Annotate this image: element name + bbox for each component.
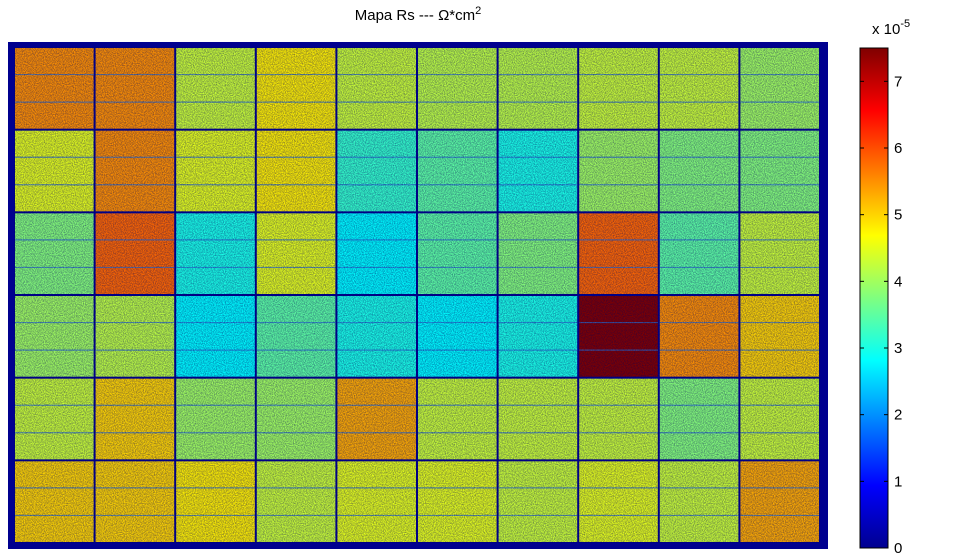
colorbar-tick-label: 2 xyxy=(894,407,902,424)
colorbar-tick-label: 3 xyxy=(894,340,902,357)
colorbar-tick-label: 0 xyxy=(894,540,902,555)
texture xyxy=(14,47,820,543)
colorbar-tick-label: 4 xyxy=(894,273,902,290)
colorbar-multiplier: x 10-5 xyxy=(872,18,910,38)
colorbar-tick-label: 6 xyxy=(894,140,902,157)
chart-title: Mapa Rs --- Ω*cm2 xyxy=(355,5,482,24)
colorbar-tick-label: 1 xyxy=(894,473,902,490)
colorbar xyxy=(860,48,888,548)
chart: Mapa Rs --- Ω*cm2 x 10-5 0 1 2 3 4 5 6 7 xyxy=(0,0,953,555)
colorbar-tick-label: 7 xyxy=(894,73,902,90)
colorbar-tick-label: 5 xyxy=(894,207,902,224)
